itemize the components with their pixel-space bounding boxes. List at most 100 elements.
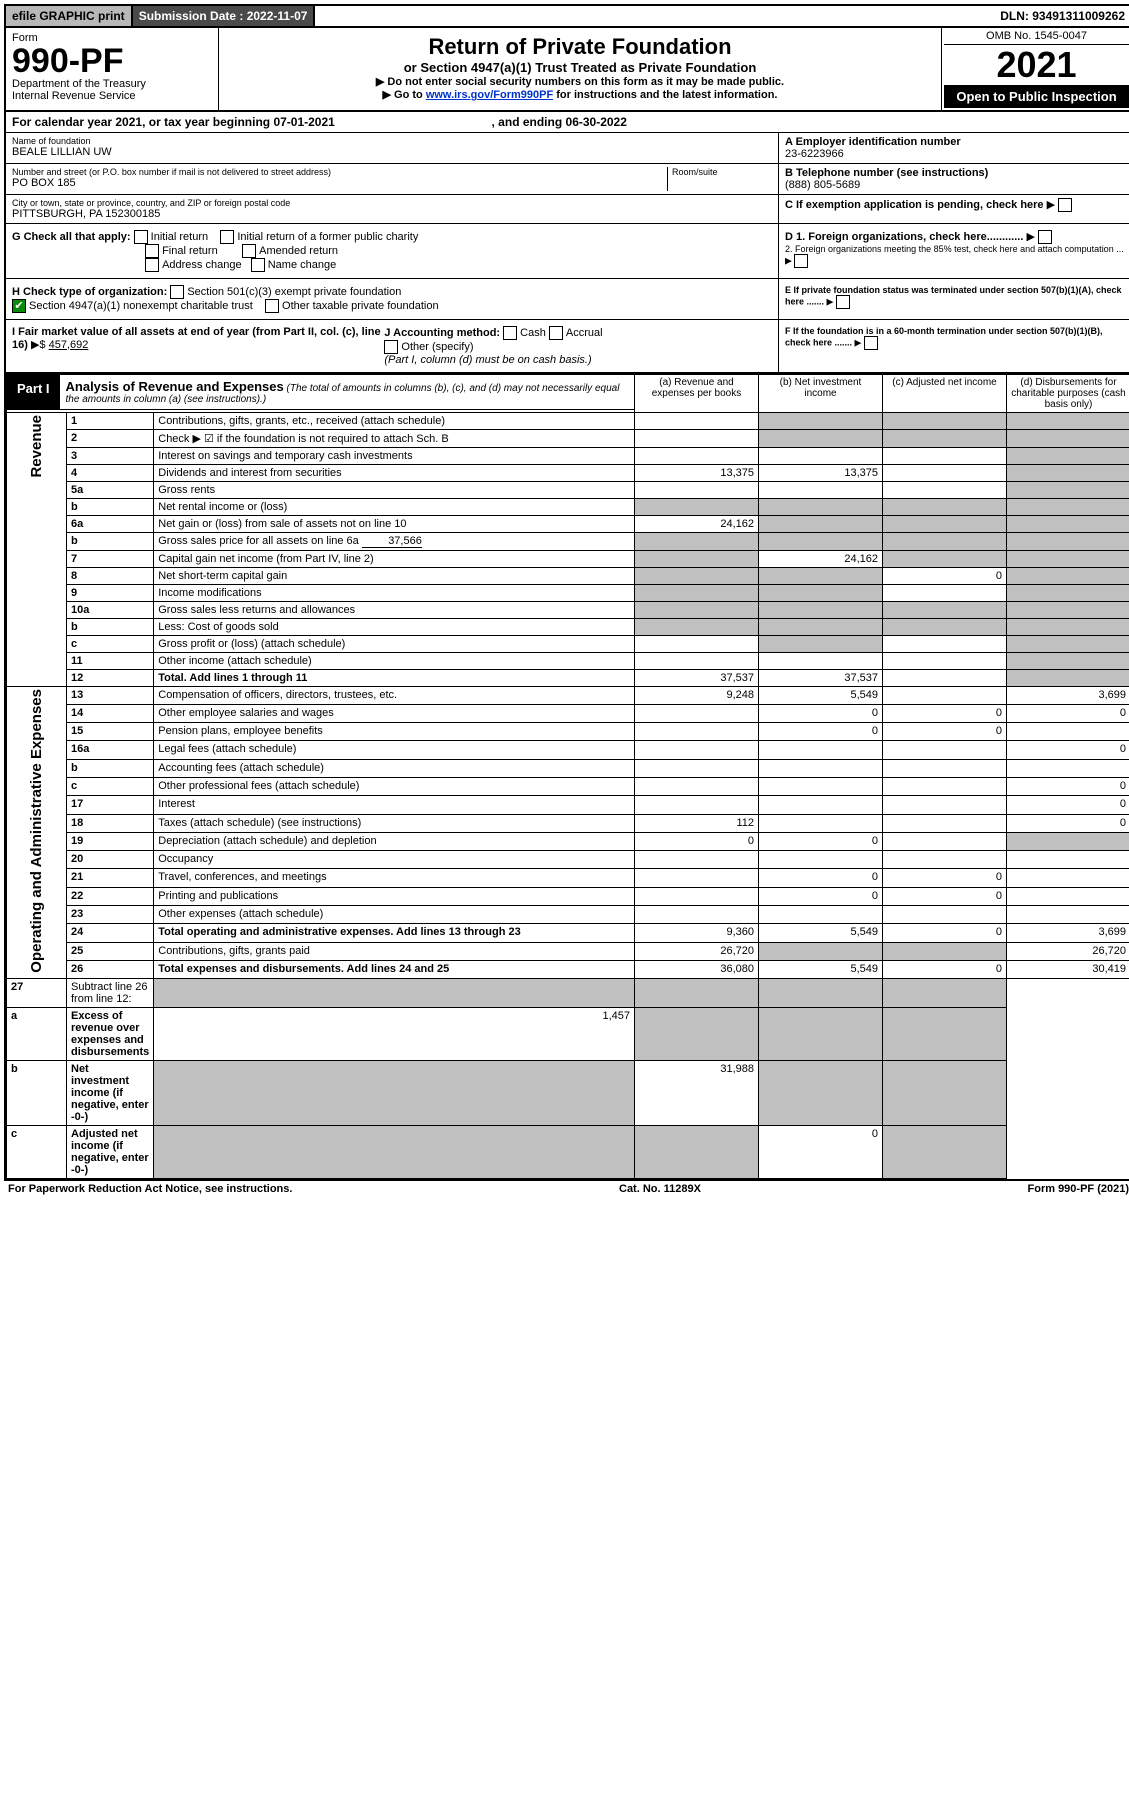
d2-checkbox[interactable] <box>794 254 808 268</box>
line-description: Subtract line 26 from line 12: <box>67 979 154 1008</box>
table-cell <box>635 412 759 429</box>
final-return-checkbox[interactable] <box>145 244 159 258</box>
j-accrual-checkbox[interactable] <box>549 326 563 340</box>
dept-label: Department of the Treasury <box>12 78 212 90</box>
part1-title: Analysis of Revenue and Expenses <box>66 379 284 394</box>
table-cell <box>1007 515 1129 532</box>
d1-label: D 1. Foreign organizations, check here..… <box>785 231 1023 243</box>
footer-mid: Cat. No. 11289X <box>619 1183 701 1195</box>
table-cell <box>759 429 883 447</box>
table-cell <box>1007 412 1129 429</box>
table-row: cAdjusted net income (if negative, enter… <box>7 1126 1129 1179</box>
table-cell <box>1007 584 1129 601</box>
table-cell <box>1007 905 1129 923</box>
table-cell: 0 <box>883 723 1007 741</box>
efile-label[interactable]: efile GRAPHIC print <box>6 6 133 26</box>
g-label: G Check all that apply: <box>12 231 131 243</box>
table-cell <box>635 429 759 447</box>
table-row: 26Total expenses and disbursements. Add … <box>7 960 1129 978</box>
form-title-block: Return of Private Foundation or Section … <box>219 28 941 110</box>
table-row: 10aGross sales less returns and allowanc… <box>7 601 1129 618</box>
line-description: Check ▶ ☑ if the foundation is not requi… <box>154 429 635 447</box>
line-number: 24 <box>67 924 154 942</box>
amended-return-checkbox[interactable] <box>242 244 256 258</box>
initial-return-checkbox[interactable] <box>134 230 148 244</box>
table-cell <box>883 498 1007 515</box>
table-cell <box>635 567 759 584</box>
table-cell: 0 <box>883 887 1007 905</box>
j-cash-checkbox[interactable] <box>503 326 517 340</box>
line-number: 5a <box>67 481 154 498</box>
table-row: 4Dividends and interest from securities1… <box>7 464 1129 481</box>
line-description: Less: Cost of goods sold <box>154 618 635 635</box>
table-cell <box>759 584 883 601</box>
table-cell: 112 <box>635 814 759 832</box>
h-501c3-checkbox[interactable] <box>170 285 184 299</box>
table-cell <box>635 1008 759 1061</box>
h-4947-checkbox[interactable]: ✔ <box>12 299 26 313</box>
table-cell <box>635 723 759 741</box>
table-cell <box>759 652 883 669</box>
table-cell <box>1007 887 1129 905</box>
table-cell <box>759 532 883 550</box>
line-number: 15 <box>67 723 154 741</box>
address-change-checkbox[interactable] <box>145 258 159 272</box>
name-change-checkbox[interactable] <box>251 258 265 272</box>
table-cell <box>1007 618 1129 635</box>
table-cell: 30,419 <box>1007 960 1129 978</box>
table-cell <box>883 429 1007 447</box>
table-cell <box>1007 759 1129 777</box>
line-description: Compensation of officers, directors, tru… <box>154 686 635 704</box>
line-description: Total. Add lines 1 through 11 <box>154 669 635 686</box>
top-bar: efile GRAPHIC print Submission Date : 20… <box>4 4 1129 26</box>
table-cell: 5,549 <box>759 686 883 704</box>
col-c-header: (c) Adjusted net income <box>883 374 1007 412</box>
line-number: 23 <box>67 905 154 923</box>
table-cell <box>154 979 635 1008</box>
table-cell: 5,549 <box>759 924 883 942</box>
table-cell <box>1007 567 1129 584</box>
table-cell: 13,375 <box>759 464 883 481</box>
d1-checkbox[interactable] <box>1038 230 1052 244</box>
line-description: Taxes (attach schedule) (see instruction… <box>154 814 635 832</box>
table-row: 9Income modifications <box>7 584 1129 601</box>
table-cell <box>759 778 883 796</box>
j-other-checkbox[interactable] <box>384 340 398 354</box>
e-checkbox[interactable] <box>836 295 850 309</box>
table-row: 23Other expenses (attach schedule) <box>7 905 1129 923</box>
table-cell <box>1007 498 1129 515</box>
line-number: 14 <box>67 704 154 722</box>
table-cell <box>1007 550 1129 567</box>
line-number: 25 <box>67 942 154 960</box>
instr-1: ▶ Do not enter social security numbers o… <box>229 75 931 88</box>
initial-former-checkbox[interactable] <box>220 230 234 244</box>
table-cell <box>635 550 759 567</box>
line-description: Total operating and administrative expen… <box>154 924 635 942</box>
c-label: C If exemption application is pending, c… <box>785 199 1044 211</box>
table-cell <box>635 635 759 652</box>
table-row: 2Check ▶ ☑ if the foundation is not requ… <box>7 429 1129 447</box>
table-cell <box>635 584 759 601</box>
j-label: J Accounting method: <box>384 327 500 339</box>
form-number: 990-PF <box>12 44 212 78</box>
h-other-checkbox[interactable] <box>265 299 279 313</box>
table-cell <box>883 814 1007 832</box>
table-cell <box>635 704 759 722</box>
form990pf-link[interactable]: www.irs.gov/Form990PF <box>426 89 553 101</box>
table-cell: 0 <box>759 704 883 722</box>
f-checkbox[interactable] <box>864 336 878 350</box>
table-cell <box>883 796 1007 814</box>
line-description: Occupancy <box>154 851 635 869</box>
table-cell: 0 <box>883 960 1007 978</box>
addr-tel-row: Number and street (or P.O. box number if… <box>6 164 1129 195</box>
table-row: 14Other employee salaries and wages000 <box>7 704 1129 722</box>
table-cell <box>635 851 759 869</box>
table-cell <box>1007 669 1129 686</box>
section-side-label: Revenue <box>7 412 67 686</box>
c-checkbox[interactable] <box>1058 198 1072 212</box>
table-cell <box>635 869 759 887</box>
table-cell <box>883 412 1007 429</box>
table-cell <box>883 778 1007 796</box>
page-footer: For Paperwork Reduction Act Notice, see … <box>4 1181 1129 1197</box>
table-cell <box>883 584 1007 601</box>
